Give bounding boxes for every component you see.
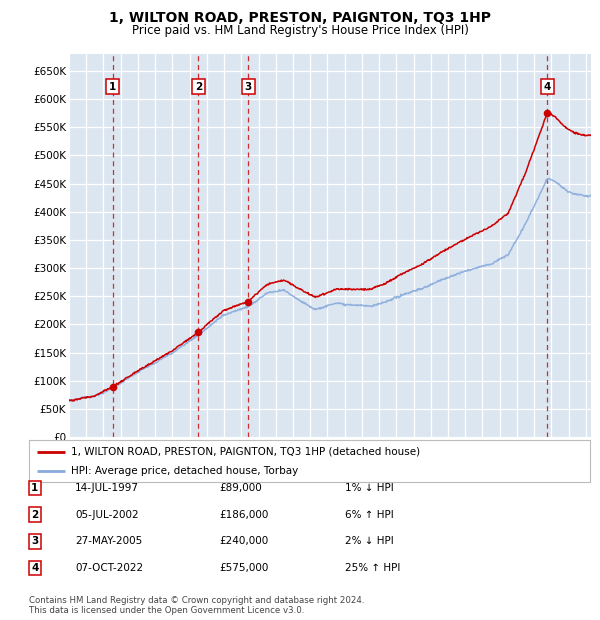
Text: Price paid vs. HM Land Registry's House Price Index (HPI): Price paid vs. HM Land Registry's House … — [131, 24, 469, 37]
Text: Contains HM Land Registry data © Crown copyright and database right 2024.
This d: Contains HM Land Registry data © Crown c… — [29, 596, 364, 615]
Text: 1: 1 — [109, 81, 116, 92]
Text: 3: 3 — [245, 81, 252, 92]
Text: 07-OCT-2022: 07-OCT-2022 — [75, 563, 143, 573]
Text: 2: 2 — [31, 510, 38, 520]
Text: 3: 3 — [31, 536, 38, 546]
Text: 1: 1 — [31, 483, 38, 493]
Text: £240,000: £240,000 — [219, 536, 268, 546]
Text: 4: 4 — [544, 81, 551, 92]
Text: 27-MAY-2005: 27-MAY-2005 — [75, 536, 142, 546]
Text: 1, WILTON ROAD, PRESTON, PAIGNTON, TQ3 1HP (detached house): 1, WILTON ROAD, PRESTON, PAIGNTON, TQ3 1… — [71, 446, 420, 456]
Text: £575,000: £575,000 — [219, 563, 268, 573]
Text: HPI: Average price, detached house, Torbay: HPI: Average price, detached house, Torb… — [71, 466, 298, 476]
Text: 25% ↑ HPI: 25% ↑ HPI — [345, 563, 400, 573]
Text: 6% ↑ HPI: 6% ↑ HPI — [345, 510, 394, 520]
Text: £186,000: £186,000 — [219, 510, 268, 520]
Text: £89,000: £89,000 — [219, 483, 262, 493]
Text: 05-JUL-2002: 05-JUL-2002 — [75, 510, 139, 520]
Text: 4: 4 — [31, 563, 38, 573]
Text: 2% ↓ HPI: 2% ↓ HPI — [345, 536, 394, 546]
Text: 1, WILTON ROAD, PRESTON, PAIGNTON, TQ3 1HP: 1, WILTON ROAD, PRESTON, PAIGNTON, TQ3 1… — [109, 11, 491, 25]
Text: 14-JUL-1997: 14-JUL-1997 — [75, 483, 139, 493]
Text: 1% ↓ HPI: 1% ↓ HPI — [345, 483, 394, 493]
Text: 2: 2 — [195, 81, 202, 92]
